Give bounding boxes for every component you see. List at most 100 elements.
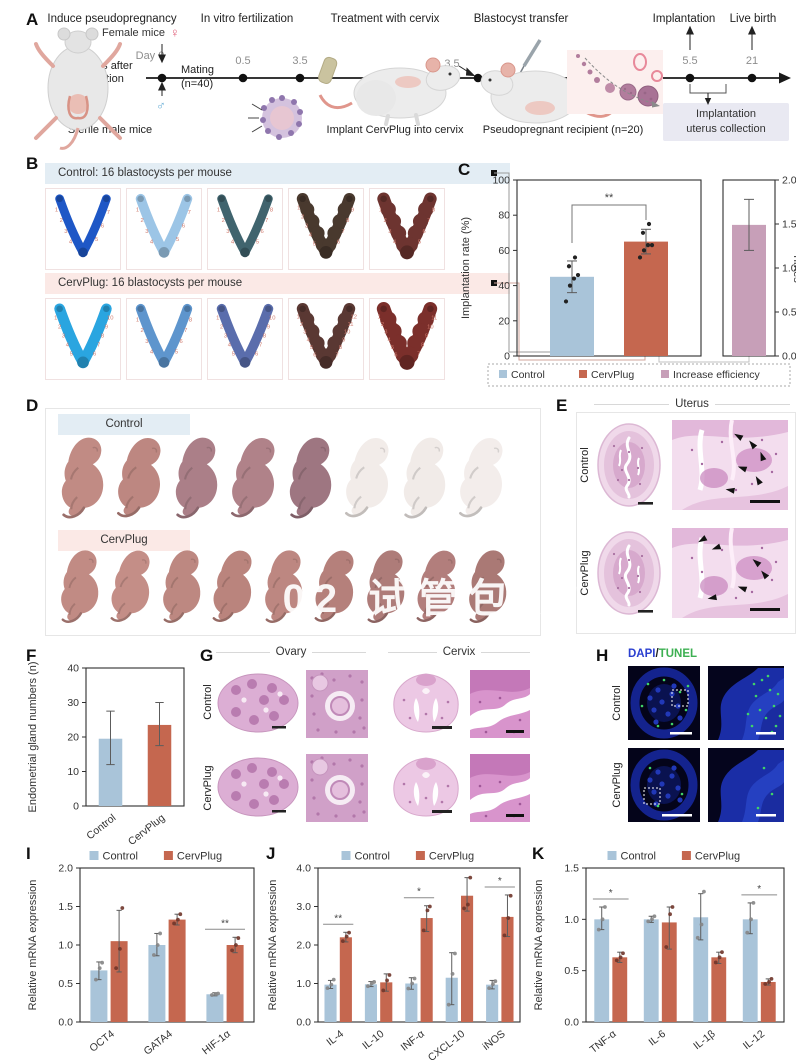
data-point — [453, 951, 457, 956]
svg-text:7: 7 — [417, 351, 420, 357]
uterus-tile: 1 2 3 4 5 6 7 8 9 10 — [45, 298, 121, 380]
data-point — [325, 986, 330, 991]
collection-line2: uterus collection — [686, 123, 766, 135]
y-tick-label: 1.5 — [58, 901, 73, 913]
svg-text:5: 5 — [176, 237, 179, 243]
cervix-section-control — [388, 670, 464, 738]
cervplug-bar — [501, 916, 514, 1022]
pup-image — [212, 550, 252, 622]
right-tick-label: 0.0 — [782, 351, 796, 363]
svg-text:10: 10 — [344, 330, 351, 336]
uterus-inset-control-art — [672, 420, 788, 510]
sig-label: ** — [605, 192, 614, 204]
svg-text:7: 7 — [107, 210, 110, 216]
data-point — [344, 934, 349, 939]
svg-text:2: 2 — [381, 322, 384, 328]
legend-label: CervPlug — [177, 851, 222, 863]
svg-text:7: 7 — [265, 218, 268, 224]
panel-a-label: A — [26, 10, 39, 29]
pup — [361, 547, 415, 633]
panel-j-label: J — [266, 844, 276, 863]
data-point — [331, 977, 336, 982]
svg-text:6: 6 — [337, 240, 340, 246]
uterus-inset-cervplug — [672, 528, 788, 618]
cervplug-bar — [420, 918, 433, 1022]
dapi-whole-control — [628, 666, 700, 740]
x-category-label: IL-4 — [324, 1028, 346, 1049]
data-point — [410, 981, 415, 986]
g-row-label-cervplug: CervPlug — [202, 765, 214, 811]
svg-text:1: 1 — [55, 207, 58, 213]
cervplug-bar — [168, 919, 186, 1022]
panel-i-label: I — [26, 844, 31, 863]
pup — [106, 547, 160, 633]
data-point — [450, 971, 455, 976]
data-point — [446, 1002, 451, 1007]
data-point — [176, 917, 180, 922]
data-point — [670, 905, 675, 909]
y-tick-label: 20 — [67, 732, 79, 744]
data-point — [465, 902, 470, 907]
data-point — [502, 933, 507, 938]
data-point — [767, 980, 771, 984]
data-point — [491, 982, 495, 987]
cervix-title-row: Cervix — [388, 646, 530, 658]
data-point — [155, 943, 160, 947]
data-point — [699, 922, 704, 927]
data-point — [649, 243, 655, 248]
pup-image — [117, 438, 161, 518]
y-tick-label: 1.5 — [564, 863, 579, 875]
sig-label: ** — [334, 913, 342, 924]
pup — [168, 434, 228, 529]
x-category-label: IL-1β — [691, 1028, 717, 1052]
svg-text:3: 3 — [305, 224, 308, 230]
panel-k-label: K — [532, 844, 545, 863]
svg-text:2: 2 — [222, 218, 225, 224]
svg-text:5: 5 — [232, 351, 235, 357]
plot-frame — [585, 867, 785, 1023]
pup-image — [231, 438, 275, 518]
pup — [111, 434, 171, 529]
svg-text:8: 8 — [101, 334, 104, 340]
svg-text:1: 1 — [136, 317, 139, 323]
data-point — [421, 928, 426, 933]
data-point — [566, 264, 572, 269]
panel-g-label: G — [200, 646, 214, 665]
panel-f-label: F — [26, 646, 37, 665]
y-tick-label: 0.0 — [564, 1017, 579, 1029]
svg-text:8: 8 — [421, 342, 424, 348]
legend-swatch — [163, 851, 173, 860]
x-category-label: iNOS — [480, 1028, 507, 1053]
svg-text:9: 9 — [342, 337, 345, 343]
cervplug-bar — [339, 937, 352, 1022]
y-tick-label: 2.0 — [58, 863, 73, 875]
x-category-label: OCT4 — [87, 1028, 117, 1055]
y-tick-label: 1.0 — [296, 978, 311, 990]
svg-text:7: 7 — [259, 342, 262, 348]
data-point — [563, 299, 569, 304]
svg-text:1: 1 — [379, 207, 382, 213]
blastocyst-panel-illustration — [567, 50, 663, 114]
pup — [157, 547, 211, 633]
legend-swatch — [681, 851, 691, 860]
svg-text:6: 6 — [394, 353, 397, 359]
data-point — [412, 976, 417, 981]
cervplug-bar — [226, 945, 244, 1022]
pup — [453, 434, 513, 529]
legend-label: CervPlug — [695, 851, 740, 863]
data-point — [94, 977, 98, 982]
svg-text:6: 6 — [255, 351, 258, 357]
y-tick-label: 1.0 — [564, 914, 579, 926]
ovary-inset-cervplug-art — [306, 754, 368, 822]
legend-swatch — [89, 851, 99, 860]
step-title-pseudopregnancy: Induce pseudopregnancy — [47, 13, 177, 25]
control-bar — [148, 945, 166, 1022]
svg-text:4: 4 — [150, 350, 154, 356]
cervix-inset-control — [470, 670, 530, 738]
legend-label: Control — [511, 369, 545, 381]
svg-text:4: 4 — [388, 337, 392, 343]
control-bar — [206, 994, 224, 1022]
